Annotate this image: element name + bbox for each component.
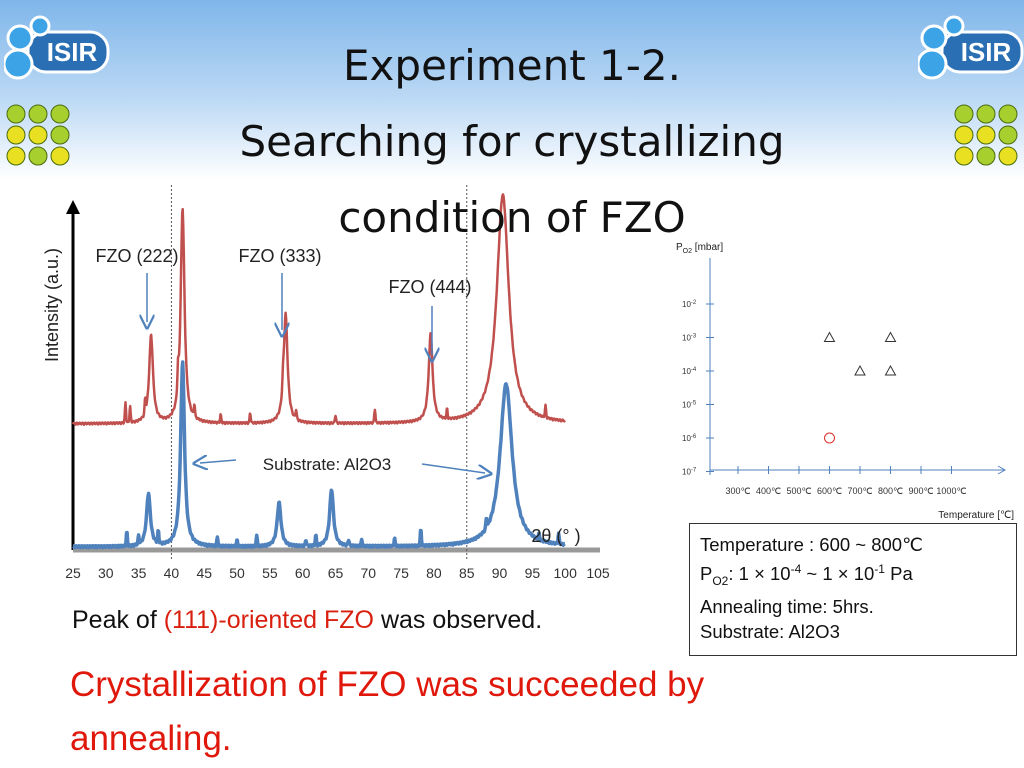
- x-tick-label: 80: [426, 565, 442, 581]
- series-line-annealed: [71, 193, 566, 426]
- substrate-arrow-left: [200, 460, 237, 463]
- phase-ytick-label: 10-3: [682, 334, 697, 343]
- dot-grid-left: [6, 104, 70, 166]
- peak-annotation-333: FZO (333): [238, 246, 322, 330]
- phase-ytick-label: 10-6: [682, 434, 697, 443]
- slide-title: Experiment 1-2. Searching for crystalliz…: [150, 28, 874, 256]
- phase-xlabel: Temperature [℃]: [938, 510, 1014, 521]
- substrate-arrow-right: [421, 463, 485, 473]
- x-tick-label: 90: [492, 565, 508, 581]
- condition-substrate: Substrate: Al2O3: [700, 620, 840, 642]
- condition-po2: PO2: 1 × 10-4 ~ 1 × 10-1 Pa: [700, 562, 913, 588]
- x-tick-label: 95: [525, 565, 541, 581]
- logo-text: ISIR: [961, 37, 1012, 67]
- phase-x-arrow: [997, 465, 1007, 475]
- phase-xtick-label: 1000℃: [936, 486, 966, 496]
- data-point-triangle: [884, 331, 897, 342]
- substrate-annotation: Substrate: Al2O3: [200, 455, 485, 474]
- header-background: [0, 0, 1024, 180]
- y-axis-arrowhead: [66, 200, 80, 214]
- peak-label-222: FZO (222): [95, 246, 178, 266]
- phase-xtick-label: 500℃: [786, 486, 811, 496]
- isir-logo-right: ISIR: [918, 15, 1024, 80]
- x-axis-label: 2θ (° ): [531, 526, 580, 546]
- x-tick-label: 70: [361, 565, 377, 581]
- phase-xtick-label: 300℃: [725, 486, 750, 496]
- conditions-box: Temperature : 600 ~ 800℃ PO2: 1 × 10-4 ~…: [689, 523, 1017, 656]
- logo-text: ISIR: [47, 37, 98, 67]
- x-tick-label: 30: [98, 565, 114, 581]
- substrate-label: Substrate: Al2O3: [263, 455, 392, 474]
- data-point-triangle: [823, 331, 836, 342]
- peak-annotation-222: FZO (222): [95, 246, 179, 322]
- isir-logo-left: ISIR: [4, 15, 110, 80]
- peak-annotation-444: FZO (444): [388, 277, 472, 355]
- x-tick-label: 75: [393, 565, 409, 581]
- phase-ytick-label: 10-7: [682, 468, 697, 477]
- series-line-as-deposited: [71, 360, 567, 550]
- observation-text: Peak of (111)-oriented FZO was observed.: [72, 606, 543, 634]
- data-point-triangle: [884, 364, 897, 376]
- x-tick-label: 65: [328, 565, 344, 581]
- phase-ylabel: PO2 [mbar]: [676, 242, 723, 255]
- x-tick-label: 60: [295, 565, 311, 581]
- phase-diagram: PO2 [mbar] 10-2 10-3 10-4 10-5 10-6 10-7 300℃…: [676, 242, 1014, 521]
- phase-xtick-label: 400℃: [756, 486, 781, 496]
- peak-label-444: FZO (444): [388, 277, 471, 297]
- x-tick-label: 40: [164, 565, 180, 581]
- observation-highlight: (111)-oriented FZO: [163, 606, 374, 634]
- phase-ytick-label: 10-5: [682, 401, 697, 410]
- phase-xtick-label: 700℃: [847, 486, 872, 496]
- phase-ytick-label: 10-4: [682, 367, 697, 376]
- phase-xtick-label: 900℃: [908, 486, 933, 496]
- data-point-circle: [824, 432, 835, 444]
- phase-xtick-label: 800℃: [878, 486, 903, 496]
- title-line-3: condition of FZO: [338, 193, 686, 242]
- x-tick-label: 100: [554, 565, 578, 581]
- x-tick-label: 105: [586, 565, 610, 581]
- condition-annealing: Annealing time: 5hrs.: [700, 595, 874, 617]
- phase-ytick-label: 10-2: [682, 300, 697, 309]
- x-tick-label: 55: [262, 565, 278, 581]
- x-tick-label: 25: [65, 565, 81, 581]
- x-tick-label: 35: [131, 565, 147, 581]
- phase-xtick-label: 600℃: [817, 486, 842, 496]
- y-axis-label: Intensity (a.u.): [42, 248, 62, 362]
- x-tick-label: 50: [229, 565, 245, 581]
- conclusion-text: Crystallization of FZO was succeeded by …: [70, 665, 705, 758]
- title-line-1: Experiment 1-2.: [343, 41, 681, 90]
- peak-label-333: FZO (333): [238, 246, 321, 266]
- data-point-triangle: [854, 364, 866, 376]
- dot-grid-right: [954, 104, 1018, 166]
- title-line-2: Searching for crystallizing: [239, 117, 785, 166]
- condition-temperature: Temperature : 600 ~ 800℃: [700, 534, 923, 555]
- x-tick-label: 85: [459, 565, 475, 581]
- x-tick-label: 45: [196, 565, 212, 581]
- xrd-chart: Intensity (a.u.) 25 30 35 40 45 50 55 60 65 70 75 8…: [42, 185, 610, 581]
